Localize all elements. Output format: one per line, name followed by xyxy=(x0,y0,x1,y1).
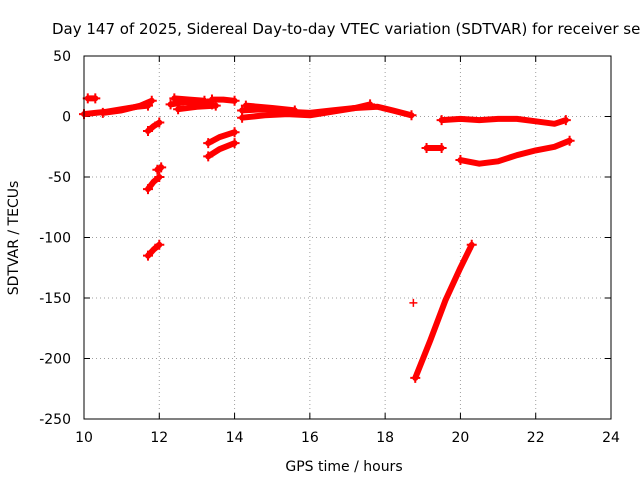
series-s7 xyxy=(421,115,575,167)
data-point xyxy=(240,100,251,111)
x-tick-label: 20 xyxy=(452,430,470,446)
plot-frame xyxy=(83,55,612,420)
data-band xyxy=(205,140,238,160)
data-point xyxy=(203,151,214,162)
data-point xyxy=(154,239,165,250)
data-point xyxy=(564,135,575,146)
data-point xyxy=(365,99,376,110)
data-band xyxy=(145,119,163,134)
data-band xyxy=(457,137,573,167)
chart-title: Day 147 of 2025, Sidereal Day-to-day VTE… xyxy=(52,20,640,38)
data-point xyxy=(90,93,101,104)
data-point xyxy=(410,372,421,383)
data-point xyxy=(154,172,165,182)
data-point xyxy=(436,115,447,126)
data-layer xyxy=(79,93,575,383)
x-tick-label: 12 xyxy=(150,430,168,446)
data-point xyxy=(154,117,165,128)
series-s4 xyxy=(203,127,240,162)
data-point xyxy=(146,95,157,106)
series-s5 xyxy=(237,99,417,123)
y-axis-label: SDTVAR / TECUs xyxy=(6,181,22,296)
data-point xyxy=(560,115,571,126)
data-point xyxy=(156,162,167,173)
x-tick-label: 22 xyxy=(527,430,545,446)
data-point xyxy=(169,93,180,104)
series-s6 xyxy=(409,239,477,383)
data-band xyxy=(145,174,163,193)
series-s3 xyxy=(165,93,240,115)
x-tick-label: 16 xyxy=(301,430,319,446)
x-tick-label: 18 xyxy=(376,430,394,446)
data-point xyxy=(229,95,240,106)
data-point xyxy=(409,298,418,307)
data-band xyxy=(242,102,298,114)
series-s1 xyxy=(79,93,157,120)
tick-layer: 10 12 14 16 18 20 22 24 50 0 -50 -100 -150 -200 -250 xyxy=(39,49,620,446)
x-tick-label: 24 xyxy=(602,430,620,446)
data-point xyxy=(203,138,214,149)
y-tick-label: -150 xyxy=(39,291,71,307)
data-band xyxy=(175,102,219,113)
x-axis-label: GPS time / hours xyxy=(285,459,402,475)
data-point xyxy=(142,250,153,261)
data-point xyxy=(237,112,248,123)
data-point xyxy=(173,104,184,115)
data-band xyxy=(205,129,238,147)
y-tick-label: -50 xyxy=(48,170,71,186)
data-point xyxy=(142,184,153,195)
data-point xyxy=(142,126,153,137)
data-point xyxy=(436,142,447,153)
data-band xyxy=(99,97,155,116)
data-point xyxy=(406,110,417,121)
y-tick-label: -100 xyxy=(39,231,71,247)
x-tick-label: 14 xyxy=(226,430,244,446)
data-point xyxy=(97,107,108,118)
data-band xyxy=(412,241,475,381)
data-band xyxy=(438,115,569,127)
data-point xyxy=(210,100,221,111)
data-point xyxy=(455,155,466,166)
y-tick-label: -250 xyxy=(39,412,71,428)
data-band xyxy=(239,101,374,121)
data-point xyxy=(229,127,240,138)
y-tick-label: -200 xyxy=(39,352,71,368)
y-tick-label: 50 xyxy=(53,49,71,65)
data-point xyxy=(421,142,432,153)
y-tick-label: 0 xyxy=(62,110,71,126)
data-point xyxy=(229,138,240,149)
series-s2 xyxy=(142,117,167,261)
x-tick-label: 10 xyxy=(75,430,93,446)
data-band xyxy=(145,241,163,259)
data-point xyxy=(466,239,477,250)
data-point xyxy=(289,105,300,116)
data-point xyxy=(165,99,176,110)
